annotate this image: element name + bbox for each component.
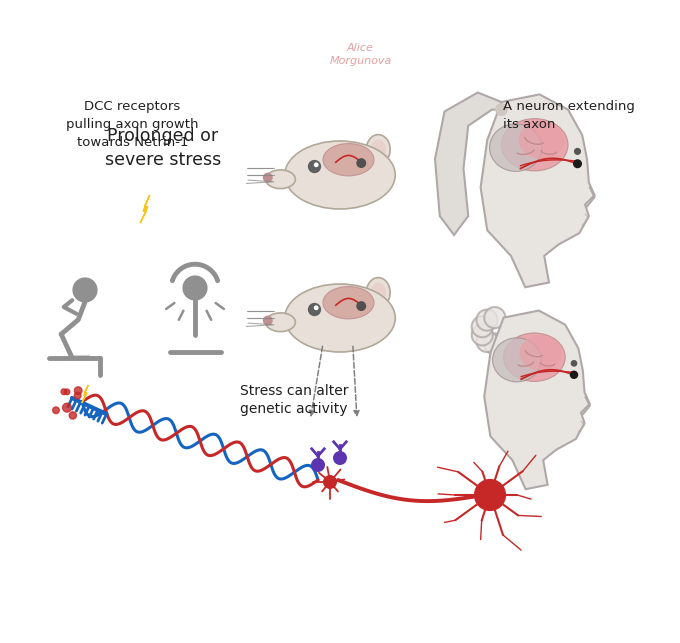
Ellipse shape (285, 284, 395, 352)
Circle shape (472, 324, 493, 345)
Circle shape (496, 104, 507, 115)
Circle shape (324, 476, 337, 488)
Circle shape (311, 458, 324, 471)
Circle shape (477, 331, 498, 352)
Circle shape (183, 276, 207, 300)
Circle shape (472, 316, 493, 338)
Circle shape (571, 361, 577, 366)
Circle shape (63, 403, 71, 412)
Polygon shape (481, 95, 594, 287)
Ellipse shape (490, 124, 542, 171)
Polygon shape (82, 385, 88, 403)
Ellipse shape (266, 313, 295, 332)
Circle shape (74, 387, 82, 394)
Ellipse shape (285, 141, 395, 209)
Text: Stress can alter
genetic activity: Stress can alter genetic activity (240, 384, 348, 416)
Circle shape (264, 174, 272, 182)
Circle shape (477, 309, 498, 331)
Circle shape (309, 303, 320, 316)
Ellipse shape (519, 121, 564, 159)
Circle shape (484, 307, 505, 328)
Circle shape (484, 334, 505, 354)
Circle shape (69, 412, 76, 419)
Ellipse shape (367, 278, 390, 307)
Circle shape (74, 392, 81, 399)
Polygon shape (435, 93, 509, 235)
Polygon shape (484, 311, 590, 489)
Circle shape (309, 161, 320, 172)
Circle shape (73, 278, 97, 302)
Ellipse shape (266, 170, 295, 188)
Circle shape (575, 149, 580, 154)
Ellipse shape (520, 335, 562, 370)
Circle shape (357, 159, 366, 167)
Circle shape (61, 389, 67, 395)
Text: Prolonged or
severe stress: Prolonged or severe stress (105, 127, 221, 169)
Ellipse shape (492, 338, 541, 382)
Text: Alice
Morgunova: Alice Morgunova (329, 44, 392, 66)
Ellipse shape (323, 143, 374, 176)
Text: DCC receptors
pulling axon growth
towards Netrin-1: DCC receptors pulling axon growth toward… (67, 100, 199, 149)
Ellipse shape (502, 118, 568, 171)
Circle shape (334, 451, 346, 464)
Circle shape (52, 407, 59, 413)
Ellipse shape (371, 282, 386, 303)
Ellipse shape (371, 140, 386, 159)
Circle shape (574, 160, 581, 168)
Circle shape (475, 480, 505, 511)
Circle shape (571, 371, 577, 378)
Circle shape (357, 302, 366, 311)
Ellipse shape (323, 287, 374, 319)
Text: A neuron extending
its axon: A neuron extending its axon (503, 100, 635, 131)
Circle shape (64, 389, 70, 395)
Circle shape (314, 163, 318, 167)
Circle shape (264, 316, 272, 325)
Ellipse shape (367, 134, 390, 165)
Circle shape (314, 306, 318, 309)
Ellipse shape (504, 333, 565, 381)
Polygon shape (140, 195, 150, 223)
